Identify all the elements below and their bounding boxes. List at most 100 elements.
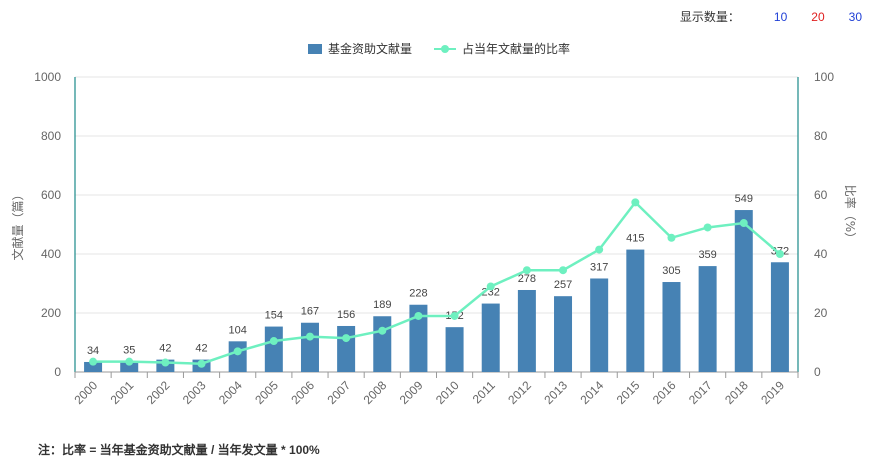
- bar-data-label: 154: [265, 310, 283, 322]
- legend-line-swatch: [434, 44, 456, 54]
- bar: [337, 325, 356, 372]
- x-tick-label: 2003: [180, 378, 209, 407]
- ratio-point: [775, 250, 784, 258]
- bar: [228, 341, 247, 372]
- y-right-axis-title: 比率（%）: [843, 185, 858, 244]
- ratio-point: [269, 337, 278, 346]
- bar-data-label: 305: [662, 265, 680, 277]
- legend-bar-label: 基金资助文献量: [327, 42, 412, 56]
- ratio-point: [739, 219, 748, 228]
- display-count-option-20[interactable]: 20: [811, 9, 825, 24]
- bar-data-label: 549: [735, 193, 753, 205]
- ratio-point: [125, 357, 134, 366]
- x-tick-label: 2000: [71, 378, 100, 407]
- x-tick-label: 2013: [541, 378, 570, 407]
- x-tick-label: 2015: [614, 378, 643, 407]
- y-left-tick-label: 600: [41, 188, 61, 202]
- bar-data-label: 167: [301, 306, 319, 318]
- bar: [590, 278, 609, 372]
- ratio-point: [450, 311, 459, 320]
- chart-legend: 基金资助文献量 占当年文献量的比率: [0, 40, 878, 57]
- bar: [373, 316, 392, 372]
- y-left-tick-label: 800: [41, 129, 61, 143]
- ratio-point: [342, 334, 351, 343]
- ratio-line: [93, 200, 781, 365]
- x-tick-label: 2017: [686, 378, 715, 407]
- ratio-point: [161, 358, 170, 367]
- bar: [770, 262, 789, 372]
- x-tick-label: 2010: [433, 378, 462, 407]
- x-tick-label: 2002: [144, 378, 173, 407]
- bar-data-label: 359: [698, 249, 716, 261]
- x-tick-label: 2004: [216, 378, 245, 407]
- bar-data-label: 35: [123, 345, 135, 357]
- ratio-point: [233, 347, 242, 356]
- ratio-point: [667, 233, 676, 242]
- y-right-tick-label: 20: [814, 306, 828, 320]
- bar: [698, 266, 717, 372]
- y-right-tick-label: 60: [814, 188, 828, 202]
- bar: [120, 361, 139, 372]
- x-tick-label: 2006: [288, 378, 317, 407]
- x-tick-label: 2019: [758, 378, 787, 407]
- ratio-point: [414, 311, 423, 320]
- ratio-point: [89, 357, 98, 366]
- bar: [554, 296, 573, 372]
- x-tick-label: 2008: [361, 378, 390, 407]
- bar-data-label: 156: [337, 309, 355, 321]
- x-tick-label: 2005: [252, 378, 281, 407]
- ratio-point: [197, 359, 206, 368]
- y-left-tick-label: 400: [41, 247, 61, 261]
- legend-item-bar[interactable]: 基金资助文献量: [307, 40, 412, 57]
- x-tick-label: 2012: [505, 378, 534, 407]
- ratio-point: [486, 282, 495, 291]
- bar: [264, 326, 283, 372]
- bar: [734, 210, 753, 372]
- x-tick-label: 2007: [324, 378, 353, 407]
- ratio-point: [595, 245, 604, 254]
- y-left-tick-label: 1000: [34, 70, 61, 84]
- ratio-point: [522, 266, 531, 275]
- y-left-axis-title: 文献量（篇）: [10, 188, 25, 260]
- bar-data-label: 317: [590, 261, 608, 273]
- footnote: 注：比率 = 当年基金资助文献量 / 当年发文量 * 100%: [38, 443, 320, 457]
- x-tick-label: 2001: [108, 378, 137, 407]
- bar-data-label: 34: [87, 345, 99, 357]
- display-count-option-30[interactable]: 30: [848, 9, 862, 24]
- ratio-point: [703, 223, 712, 232]
- ratio-point: [559, 266, 568, 275]
- legend-item-line[interactable]: 占当年文献量的比率: [434, 40, 570, 57]
- display-count-control: 显示数量： 10 20 30: [680, 8, 862, 25]
- ratio-point: [631, 198, 640, 207]
- bar-data-label: 189: [373, 299, 391, 311]
- bar: [445, 327, 464, 372]
- y-left-tick-label: 200: [41, 306, 61, 320]
- display-count-option-10[interactable]: 10: [773, 9, 788, 24]
- legend-line-label: 占当年文献量的比率: [462, 42, 571, 56]
- bar: [626, 249, 645, 372]
- bar: [409, 304, 428, 372]
- combo-chart: 0 200 400 600 800 1000 0 20 40 60 80 100 文献量（篇） 比率（%）…: [10, 70, 858, 407]
- ratio-point: [378, 326, 387, 335]
- bar-data-label: 42: [195, 343, 207, 355]
- bar-data-label: 415: [626, 233, 644, 245]
- bar: [662, 282, 681, 372]
- bar-data-label: 42: [159, 343, 171, 355]
- legend-bar-swatch: [307, 43, 322, 54]
- y-right-tick-label: 80: [814, 129, 828, 143]
- x-tick-label: 2014: [578, 378, 607, 407]
- bar-data-label: 278: [518, 273, 536, 285]
- x-tick-label: 2018: [722, 378, 751, 407]
- x-tick-label: 2016: [650, 378, 679, 407]
- y-right-tick-label: 100: [814, 70, 834, 84]
- x-tick-label: 2011: [470, 378, 498, 406]
- bar-data-label: 228: [409, 288, 427, 300]
- ratio-point: [305, 332, 314, 341]
- x-tick-label: 2009: [397, 378, 426, 407]
- bar: [517, 289, 536, 372]
- bar: [84, 361, 103, 372]
- y-right-tick-label: 40: [814, 247, 828, 261]
- y-right-tick-label: 0: [814, 365, 821, 379]
- bar-data-label: 257: [554, 279, 572, 291]
- bar: [300, 322, 319, 372]
